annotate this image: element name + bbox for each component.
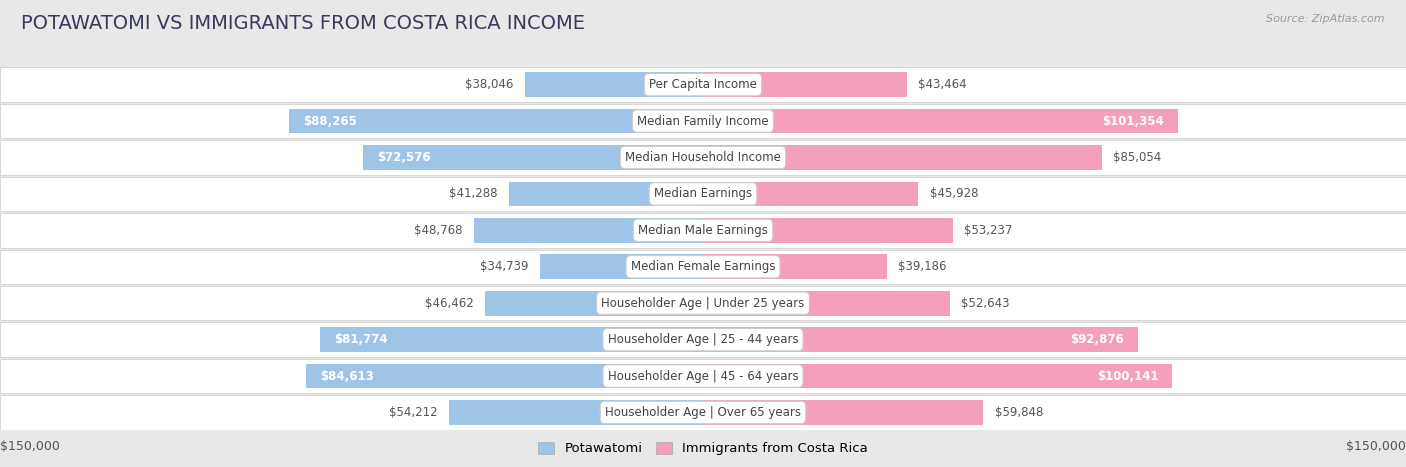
- Text: $100,141: $100,141: [1097, 369, 1159, 382]
- Text: $53,237: $53,237: [965, 224, 1012, 237]
- Bar: [0, 67, 1406, 102]
- Text: $101,354: $101,354: [1102, 114, 1164, 127]
- Bar: [363, 145, 703, 170]
- Text: $59,848: $59,848: [995, 406, 1043, 419]
- Text: $41,288: $41,288: [450, 187, 498, 200]
- Bar: [307, 364, 703, 389]
- Text: Median Female Earnings: Median Female Earnings: [631, 260, 775, 273]
- Text: Median Earnings: Median Earnings: [654, 187, 752, 200]
- Text: POTAWATOMI VS IMMIGRANTS FROM COSTA RICA INCOME: POTAWATOMI VS IMMIGRANTS FROM COSTA RICA…: [21, 14, 585, 33]
- Text: $81,774: $81,774: [333, 333, 388, 346]
- Bar: [0, 322, 1406, 357]
- Bar: [703, 145, 1102, 170]
- Bar: [290, 109, 703, 134]
- Bar: [449, 400, 703, 425]
- Text: $88,265: $88,265: [304, 114, 357, 127]
- Text: $150,000: $150,000: [1346, 440, 1406, 453]
- Text: Householder Age | Under 25 years: Householder Age | Under 25 years: [602, 297, 804, 310]
- Text: Householder Age | 45 - 64 years: Householder Age | 45 - 64 years: [607, 369, 799, 382]
- Bar: [703, 364, 1173, 389]
- Text: $52,643: $52,643: [962, 297, 1010, 310]
- Bar: [0, 359, 1406, 393]
- Text: $45,928: $45,928: [929, 187, 979, 200]
- Text: Householder Age | Over 65 years: Householder Age | Over 65 years: [605, 406, 801, 419]
- Text: $150,000: $150,000: [0, 440, 60, 453]
- Bar: [703, 218, 952, 243]
- Bar: [703, 400, 983, 425]
- Text: Source: ZipAtlas.com: Source: ZipAtlas.com: [1267, 14, 1385, 24]
- Text: $38,046: $38,046: [464, 78, 513, 91]
- Text: Median Household Income: Median Household Income: [626, 151, 780, 164]
- Bar: [703, 327, 1139, 352]
- Text: $85,054: $85,054: [1114, 151, 1161, 164]
- Text: Per Capita Income: Per Capita Income: [650, 78, 756, 91]
- Text: $92,876: $92,876: [1070, 333, 1125, 346]
- Bar: [0, 395, 1406, 430]
- Text: Householder Age | 25 - 44 years: Householder Age | 25 - 44 years: [607, 333, 799, 346]
- Bar: [0, 177, 1406, 211]
- Bar: [524, 72, 703, 97]
- Text: $39,186: $39,186: [898, 260, 946, 273]
- Bar: [0, 140, 1406, 175]
- Text: $48,768: $48,768: [415, 224, 463, 237]
- Bar: [703, 255, 887, 279]
- Text: $43,464: $43,464: [918, 78, 967, 91]
- Bar: [540, 255, 703, 279]
- Bar: [703, 291, 949, 316]
- Bar: [474, 218, 703, 243]
- Text: Median Family Income: Median Family Income: [637, 114, 769, 127]
- Legend: Potawatomi, Immigrants from Costa Rica: Potawatomi, Immigrants from Costa Rica: [533, 437, 873, 460]
- Bar: [703, 182, 918, 206]
- Bar: [703, 72, 907, 97]
- Text: $72,576: $72,576: [377, 151, 430, 164]
- Text: $84,613: $84,613: [321, 369, 374, 382]
- Bar: [703, 109, 1178, 134]
- Bar: [485, 291, 703, 316]
- Bar: [319, 327, 703, 352]
- Text: $34,739: $34,739: [479, 260, 529, 273]
- Bar: [0, 249, 1406, 284]
- Text: $54,212: $54,212: [388, 406, 437, 419]
- Text: Median Male Earnings: Median Male Earnings: [638, 224, 768, 237]
- Bar: [0, 104, 1406, 138]
- Bar: [509, 182, 703, 206]
- Text: $46,462: $46,462: [425, 297, 474, 310]
- Bar: [0, 213, 1406, 248]
- Bar: [0, 286, 1406, 320]
